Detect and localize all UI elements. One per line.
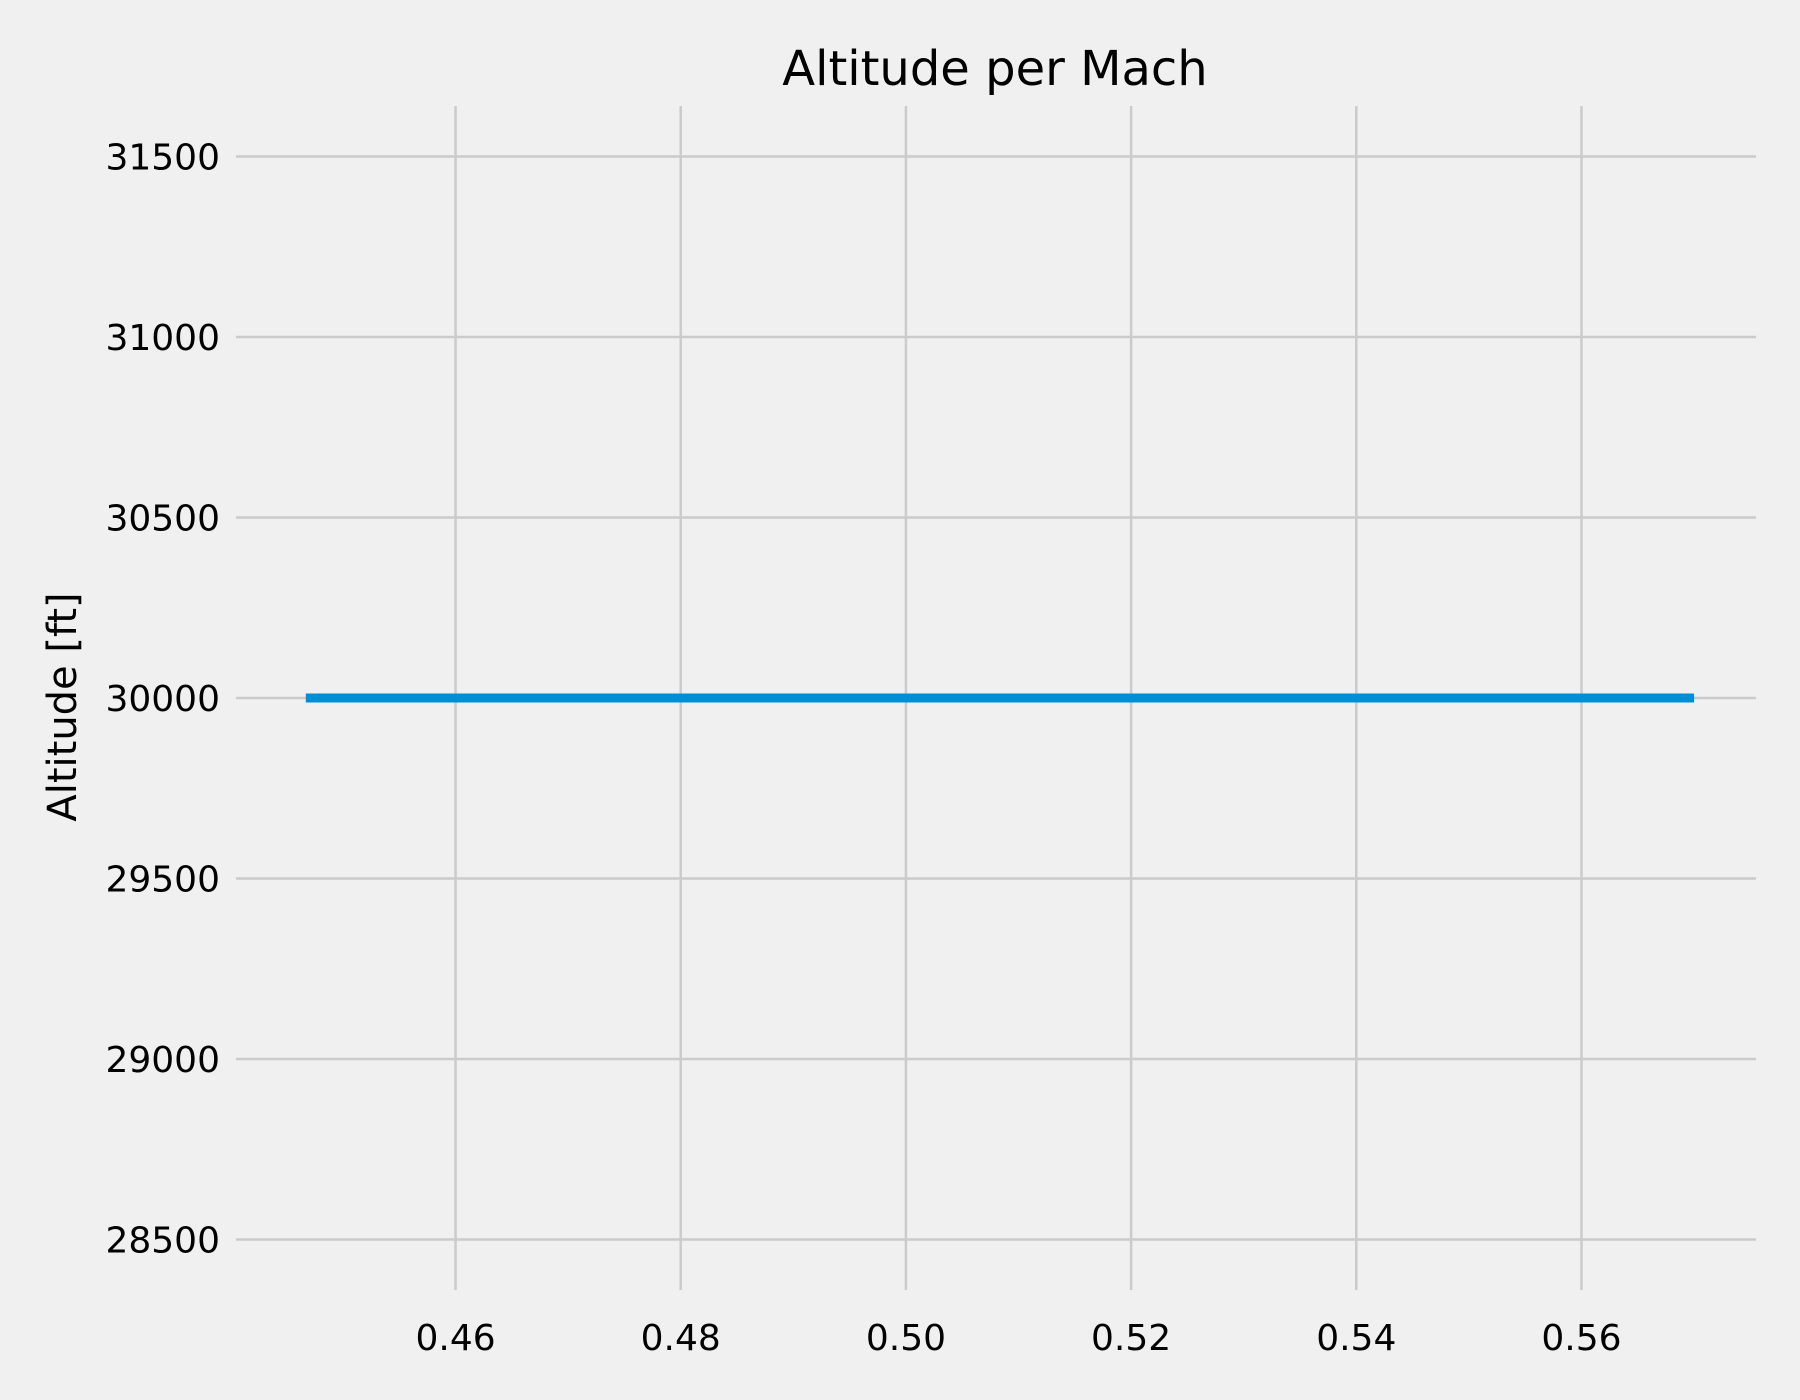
x-tick-label: 0.48 xyxy=(641,1318,721,1359)
y-tick-label: 30500 xyxy=(105,499,220,540)
tick-labels: 0.46 0.48 0.50 0.52 0.54 0.56 28500 29000 29500 3… xyxy=(105,138,1621,1359)
x-tick-label: 0.54 xyxy=(1316,1318,1396,1359)
x-tick-label: 0.56 xyxy=(1541,1318,1621,1359)
y-tick-label: 28500 xyxy=(105,1220,220,1261)
x-tick-label: 0.50 xyxy=(866,1318,946,1359)
y-tick-label: 31500 xyxy=(105,138,220,179)
y-tick-label: 29000 xyxy=(105,1040,220,1081)
x-tick-label: 0.46 xyxy=(415,1318,495,1359)
y-tick-label: 30000 xyxy=(105,679,220,720)
y-axis-label: Altitude [ft] xyxy=(40,592,86,821)
x-tick-label: 0.52 xyxy=(1091,1318,1171,1359)
chart-title: Altitude per Mach xyxy=(782,41,1207,97)
y-tick-label: 29500 xyxy=(105,859,220,900)
y-tick-label: 31000 xyxy=(105,318,220,359)
